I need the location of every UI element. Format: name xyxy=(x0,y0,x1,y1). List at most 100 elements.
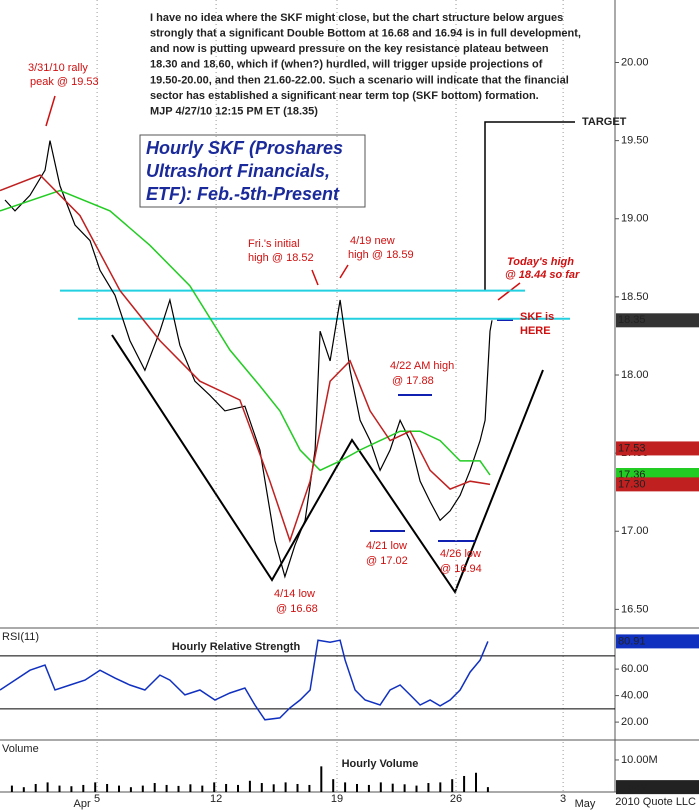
x-tick-label: 26 xyxy=(450,793,462,805)
panel-title: Hourly Relative Strength xyxy=(172,641,301,653)
commentary: 19.50-20.00, and then 21.60-22.00. Such … xyxy=(150,74,569,86)
commentary: and now is putting upweard pressure on t… xyxy=(150,43,549,55)
volume-bar xyxy=(46,782,49,792)
commentary: I have no idea where the SKF might close… xyxy=(150,12,563,24)
volume-bar xyxy=(58,785,61,792)
annotation: Today's high xyxy=(507,256,574,268)
annotation: @ 16.94 xyxy=(440,563,482,575)
month-label: Apr xyxy=(74,798,91,810)
volume-bar xyxy=(129,787,132,792)
annotation: high @ 18.52 xyxy=(248,252,314,264)
volume-bar xyxy=(165,784,168,792)
y-tick-label: 18.50 xyxy=(621,291,649,303)
volume-bar xyxy=(225,783,228,792)
volume-bar xyxy=(201,785,204,792)
pointer xyxy=(311,269,319,286)
annotation: high @ 18.59 xyxy=(348,249,414,261)
annotation: 4/19 new xyxy=(350,235,395,247)
last-value-box xyxy=(616,780,699,795)
annotation: TARGET xyxy=(582,116,627,128)
annotation: peak @ 19.53 xyxy=(30,76,99,88)
volume-bar xyxy=(10,785,13,792)
annotation: SKF is xyxy=(520,311,554,323)
chart-title: Hourly SKF (Proshares xyxy=(146,138,343,158)
y-tick-label: 18.00 xyxy=(621,369,649,381)
volume-bar xyxy=(94,782,97,792)
annotation: 4/14 low xyxy=(274,588,315,600)
volume-bar xyxy=(308,784,311,792)
volume-bar xyxy=(260,783,263,792)
x-tick-label: 12 xyxy=(210,793,222,805)
volume-bar xyxy=(70,786,73,792)
volume-bar xyxy=(344,782,347,792)
series-line xyxy=(0,189,491,476)
volume-bar xyxy=(34,783,37,792)
volume-bar xyxy=(22,787,25,792)
last-value-label: 17.53 xyxy=(618,442,646,454)
series-line xyxy=(0,639,489,721)
commentary: strongly that a significant Double Botto… xyxy=(150,28,581,40)
annotation: 3/31/10 rally xyxy=(28,62,88,74)
annotation: 4/26 low xyxy=(440,548,481,560)
volume-bar xyxy=(213,782,216,792)
annotation: Fri.'s initial xyxy=(248,238,300,250)
volume-bar xyxy=(403,784,406,792)
volume-bar xyxy=(367,784,370,792)
volume-bar xyxy=(118,785,121,792)
panel-title: Hourly Volume xyxy=(342,758,419,770)
volume-bar xyxy=(82,784,85,792)
volume-bar xyxy=(106,783,109,792)
volume-bar xyxy=(486,787,489,792)
x-tick-label: 3 xyxy=(560,793,566,805)
indicator-label: RSI(11) xyxy=(2,631,39,643)
volume-bar xyxy=(272,784,275,792)
chart-title: ETF): Feb.-5th-Present xyxy=(146,184,340,204)
volume-bar xyxy=(415,785,418,792)
volume-bar xyxy=(248,780,251,792)
x-tick-label: 5 xyxy=(94,793,100,805)
month-label: May xyxy=(575,798,596,810)
last-value-label: 17.30 xyxy=(618,478,646,490)
last-value-box xyxy=(616,313,699,328)
annotation: 4/21 low xyxy=(366,540,407,552)
volume-bar xyxy=(237,784,240,792)
volume-bar xyxy=(177,785,180,792)
volume-bar xyxy=(439,782,442,792)
volume-bar xyxy=(320,766,323,792)
y-tick-label: 60.00 xyxy=(621,663,649,675)
volume-bar xyxy=(463,775,466,792)
trend-lines xyxy=(111,334,544,595)
last-value-label: 1.52M xyxy=(618,781,649,793)
credit: 2010 Quote LLC xyxy=(615,796,696,808)
last-value-label: 18.35 xyxy=(618,314,646,326)
last-value-box xyxy=(616,634,699,649)
y-tick-label: 20.00 xyxy=(621,56,649,68)
annotation: @ 17.02 xyxy=(366,555,408,567)
annotation: 4/22 AM high xyxy=(390,360,454,372)
x-tick-label: 19 xyxy=(331,793,343,805)
volume-bar xyxy=(379,782,382,792)
annotation: @ 17.88 xyxy=(392,375,434,387)
last-value-label: 80.91 xyxy=(618,635,646,647)
pointer xyxy=(45,95,56,127)
chart-title: Ultrashort Financials, xyxy=(146,161,330,181)
volume-bar xyxy=(284,782,287,792)
y-tick-label: 10.00M xyxy=(621,754,658,766)
annotation: @ 18.44 so far xyxy=(505,269,580,281)
annotation: @ 16.68 xyxy=(276,603,318,615)
volume-bar xyxy=(427,783,430,792)
y-tick-label: 19.50 xyxy=(621,135,649,147)
volume-bar xyxy=(141,785,144,792)
indicator-label: Volume xyxy=(2,743,39,755)
volume-bar xyxy=(296,783,299,792)
last-value-box xyxy=(616,477,699,492)
y-tick-label: 17.00 xyxy=(621,525,649,537)
y-tick-label: 40.00 xyxy=(621,690,649,702)
volume-bar xyxy=(451,779,454,792)
volume-bar xyxy=(356,783,359,792)
commentary: sector has established a significant nea… xyxy=(150,90,539,102)
annotation: HERE xyxy=(520,325,551,337)
target-line xyxy=(484,121,575,290)
volume-bar xyxy=(475,772,478,792)
volume-bar xyxy=(189,784,192,792)
